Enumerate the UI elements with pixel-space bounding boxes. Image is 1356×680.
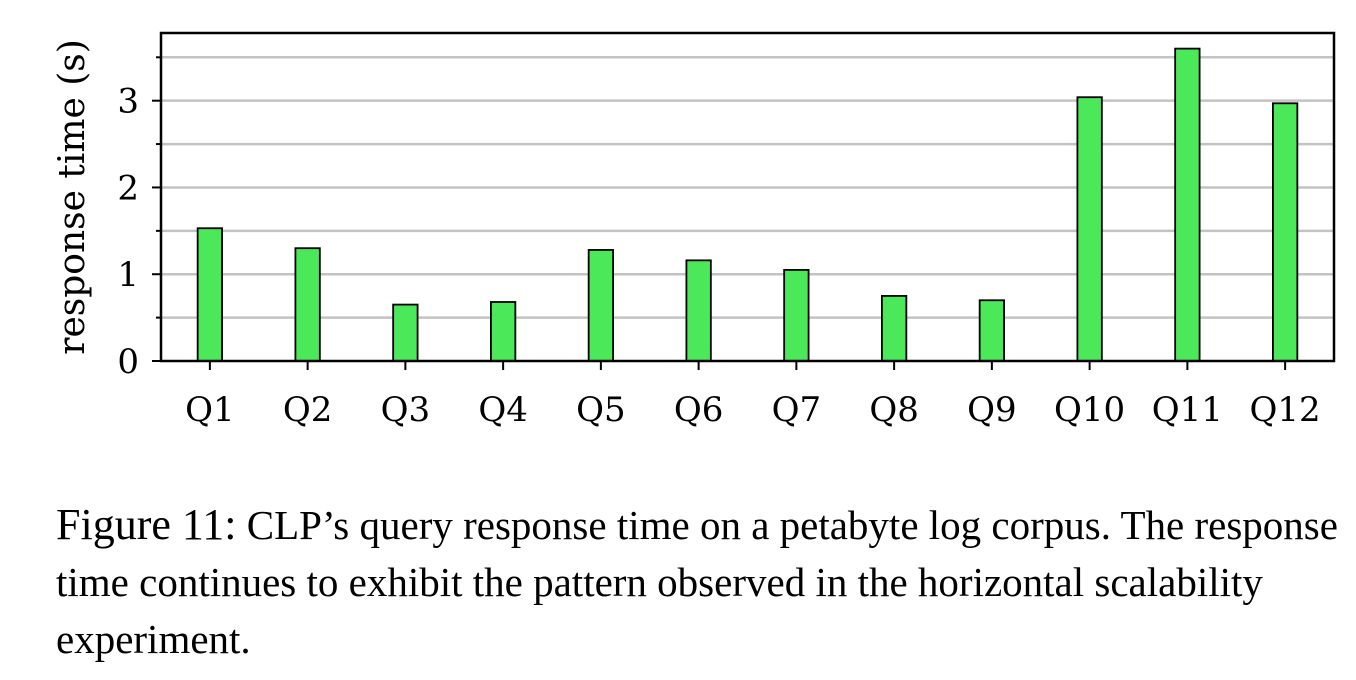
- bar-q8: [881, 295, 908, 362]
- x-tick-label-q9: Q9: [967, 390, 1017, 430]
- x-tick-label-q8: Q8: [869, 390, 919, 430]
- bars: [196, 47, 1299, 362]
- bar-q9: [978, 299, 1005, 362]
- y-tick-label: 0: [117, 342, 139, 382]
- bar-q5: [587, 249, 614, 362]
- x-tick-label-q10: Q10: [1054, 390, 1125, 430]
- caption-text: CLP’s query response time on a petabyte …: [56, 502, 1338, 662]
- bar-q4: [490, 301, 517, 362]
- x-tick-label-q3: Q3: [381, 390, 431, 430]
- bar-chart: 0 1 2 3 Q1 Q2 Q3 Q4 Q5 Q6 Q7 Q8 Q9 Q10 Q11 Q12 respons…: [52, 31, 1336, 430]
- x-tick-label-q7: Q7: [772, 390, 822, 430]
- bar-q6: [685, 259, 712, 362]
- x-tick-label-q2: Q2: [283, 390, 333, 430]
- x-tick-label-q5: Q5: [576, 390, 626, 430]
- y-tick-label: 2: [117, 168, 139, 208]
- y-tick-label: 3: [117, 82, 139, 122]
- plot-frame: [159, 31, 1336, 363]
- bar-q10: [1076, 96, 1103, 362]
- figure-label: Figure 11:: [56, 500, 237, 549]
- y-tick-label: 1: [117, 255, 139, 295]
- x-tick-label-q1: Q1: [185, 390, 235, 430]
- bar-q12: [1272, 102, 1299, 362]
- bar-q1: [196, 227, 223, 362]
- figure-caption: Figure 11: CLP’s query response time on …: [56, 496, 1346, 668]
- x-axis-ticks: Q1 Q2 Q3 Q4 Q5 Q6 Q7 Q8 Q9 Q10 Q11 Q12: [185, 361, 1321, 430]
- y-axis-ticks: 0 1 2 3: [117, 56, 161, 382]
- x-tick-label-q11: Q11: [1152, 390, 1223, 430]
- x-tick-label-q6: Q6: [674, 390, 724, 430]
- x-tick-label-q4: Q4: [478, 390, 528, 430]
- y-axis-label: response time (s): [52, 39, 93, 355]
- bar-q3: [392, 303, 419, 362]
- bar-q7: [783, 268, 810, 362]
- x-tick-label-q12: Q12: [1250, 390, 1321, 430]
- bar-q2: [294, 247, 321, 362]
- grid-lines: [161, 56, 1334, 319]
- bar-q11: [1174, 47, 1201, 362]
